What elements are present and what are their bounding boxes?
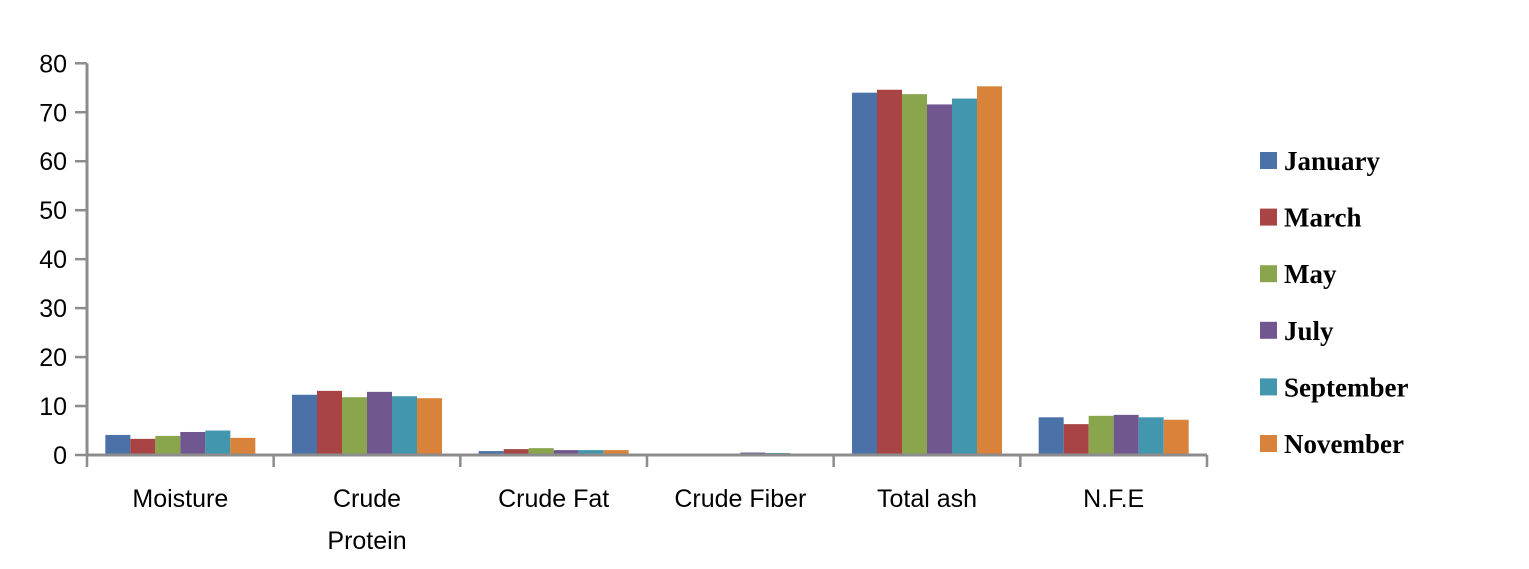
bar-march-crude-fat: [503, 449, 529, 454]
x-axis: Moisture Crude Protein Crude Fat Crude Fiber…: [85, 453, 1209, 555]
bar-november-crude-protein: [417, 398, 442, 454]
legend-label-november: November: [1284, 429, 1404, 459]
bar-march-total-ash: [877, 89, 902, 454]
bar-september-n-f-e: [1138, 417, 1164, 454]
legend-swatch-september: [1260, 378, 1277, 396]
bar-january-crude-fat: [478, 451, 504, 454]
y-tick-label: 30: [39, 295, 67, 323]
legend-swatch-march: [1260, 208, 1277, 226]
bar-march-n-f-e: [1063, 424, 1089, 454]
legend-label-may: May: [1284, 259, 1337, 289]
y-axis: 0 10 20 30 40 50 60 70 80: [39, 50, 89, 470]
bar-july-moisture: [180, 431, 206, 454]
bar-november-n-f-e: [1163, 419, 1189, 454]
y-tick-label: 70: [39, 99, 67, 127]
legend: January March May July September November: [1260, 146, 1408, 459]
bar-may-crude-fat: [528, 448, 554, 454]
y-tick-label: 80: [39, 50, 67, 78]
category-label: Total ash: [877, 485, 977, 513]
plot-area: [105, 86, 1189, 454]
category-label: Crude: [333, 485, 401, 513]
bar-january-moisture: [105, 434, 131, 454]
category-label: Protein: [327, 527, 406, 555]
y-tick-label: 50: [39, 197, 67, 225]
bar-september-crude-fat: [578, 450, 604, 454]
category-label: Crude Fiber: [674, 485, 806, 513]
bar-november-moisture: [230, 437, 256, 454]
bar-july-crude-protein: [367, 391, 392, 454]
bar-july-crude-fiber: [740, 452, 766, 454]
legend-swatch-may: [1260, 265, 1277, 283]
bar-january-crude-protein: [292, 394, 317, 454]
y-tick-label: 20: [39, 344, 67, 372]
bar-september-total-ash: [952, 98, 977, 454]
bar-may-moisture: [155, 435, 181, 454]
legend-swatch-july: [1260, 321, 1277, 339]
bar-may-crude-protein: [342, 397, 367, 454]
legend-label-july: July: [1284, 316, 1334, 346]
bar-january-total-ash: [852, 92, 877, 454]
category-label: Moisture: [132, 485, 228, 513]
legend-label-march: March: [1284, 203, 1361, 233]
legend-label-september: September: [1284, 372, 1408, 402]
bar-march-crude-protein: [317, 390, 342, 454]
legend-swatch-november: [1260, 435, 1277, 452]
category-label: Crude Fat: [498, 485, 609, 513]
bar-november-total-ash: [977, 86, 1002, 454]
bar-january-n-f-e: [1038, 417, 1064, 454]
bar-july-n-f-e: [1113, 414, 1139, 454]
bar-september-moisture: [205, 430, 231, 454]
bar-november-crude-fat: [603, 450, 629, 454]
legend-swatch-january: [1260, 152, 1277, 169]
y-tick-label: 10: [39, 393, 67, 421]
bar-may-total-ash: [902, 94, 927, 454]
y-tick-label: 40: [39, 246, 67, 274]
category-label: N.F.E: [1083, 485, 1144, 513]
bar-july-crude-fat: [553, 450, 579, 454]
y-tick-label: 60: [39, 148, 67, 176]
y-tick-label: 0: [53, 442, 67, 470]
bar-july-total-ash: [927, 104, 952, 454]
legend-label-january: January: [1284, 146, 1381, 176]
bar-may-n-f-e: [1088, 415, 1114, 454]
bar-september-crude-protein: [392, 396, 417, 454]
bar-march-moisture: [130, 438, 156, 454]
